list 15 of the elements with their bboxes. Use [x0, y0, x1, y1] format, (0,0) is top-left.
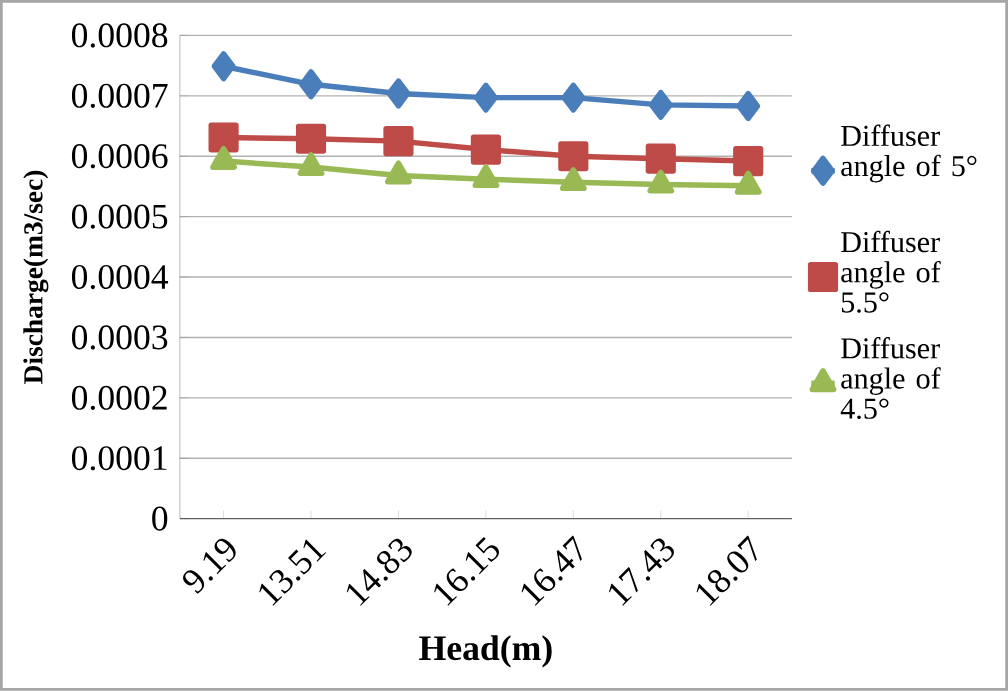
- y-tick-label: 0.0003: [71, 325, 168, 350]
- legend-label: Diffuser angle of 4.5°: [840, 337, 941, 420]
- y-tick-label: 0.0004: [71, 265, 169, 290]
- legend-label: Diffuser angle of 5.5°: [841, 230, 941, 313]
- y-tick-label: 0.0001: [71, 446, 167, 471]
- y-tick-label: 0.0008: [71, 23, 168, 48]
- y-tick-label: 0.0006: [71, 144, 168, 169]
- y-tick-label: 0.0007: [71, 83, 168, 109]
- y-tick-label: 0: [152, 506, 168, 531]
- x-tick-label: 9.19: [183, 538, 236, 594]
- y-tick-label: 0.0005: [71, 204, 168, 229]
- y-axis-title: Discharge(m3/sec): [23, 170, 49, 385]
- x-axis-title: Head(m): [419, 635, 552, 668]
- legend-label: Diffuser angle of 5°: [841, 124, 977, 183]
- y-tick-label: 0.0002: [71, 385, 167, 411]
